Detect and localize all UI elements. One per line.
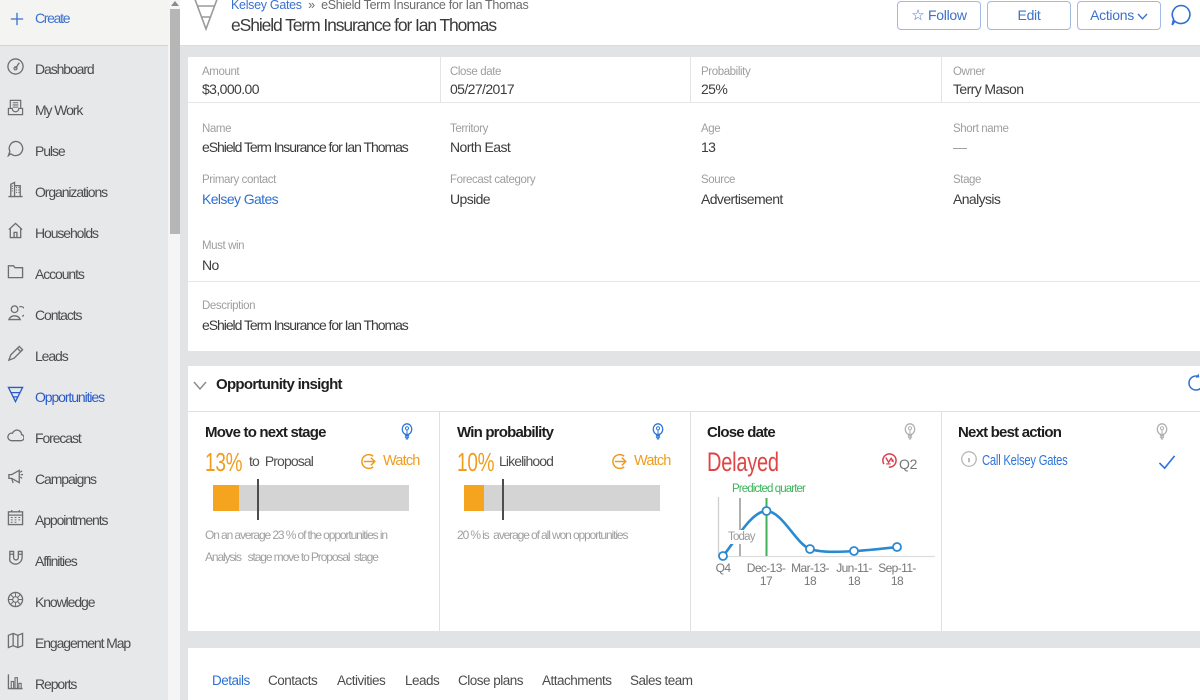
svg-text:18: 18 [804, 574, 817, 588]
svg-text:Jun-11-: Jun-11- [836, 561, 872, 575]
svg-text:Dec-13-: Dec-13- [747, 561, 786, 575]
svg-text:Mar-13-: Mar-13- [791, 561, 829, 575]
svg-text:Predicted quarter: Predicted quarter [732, 483, 806, 495]
svg-text:17: 17 [760, 574, 773, 588]
svg-text:Q4: Q4 [716, 561, 732, 575]
svg-text:18: 18 [848, 574, 861, 588]
svg-text:Sep-11-: Sep-11- [878, 561, 916, 575]
svg-text:Today: Today [728, 531, 756, 543]
svg-text:18: 18 [891, 574, 904, 588]
